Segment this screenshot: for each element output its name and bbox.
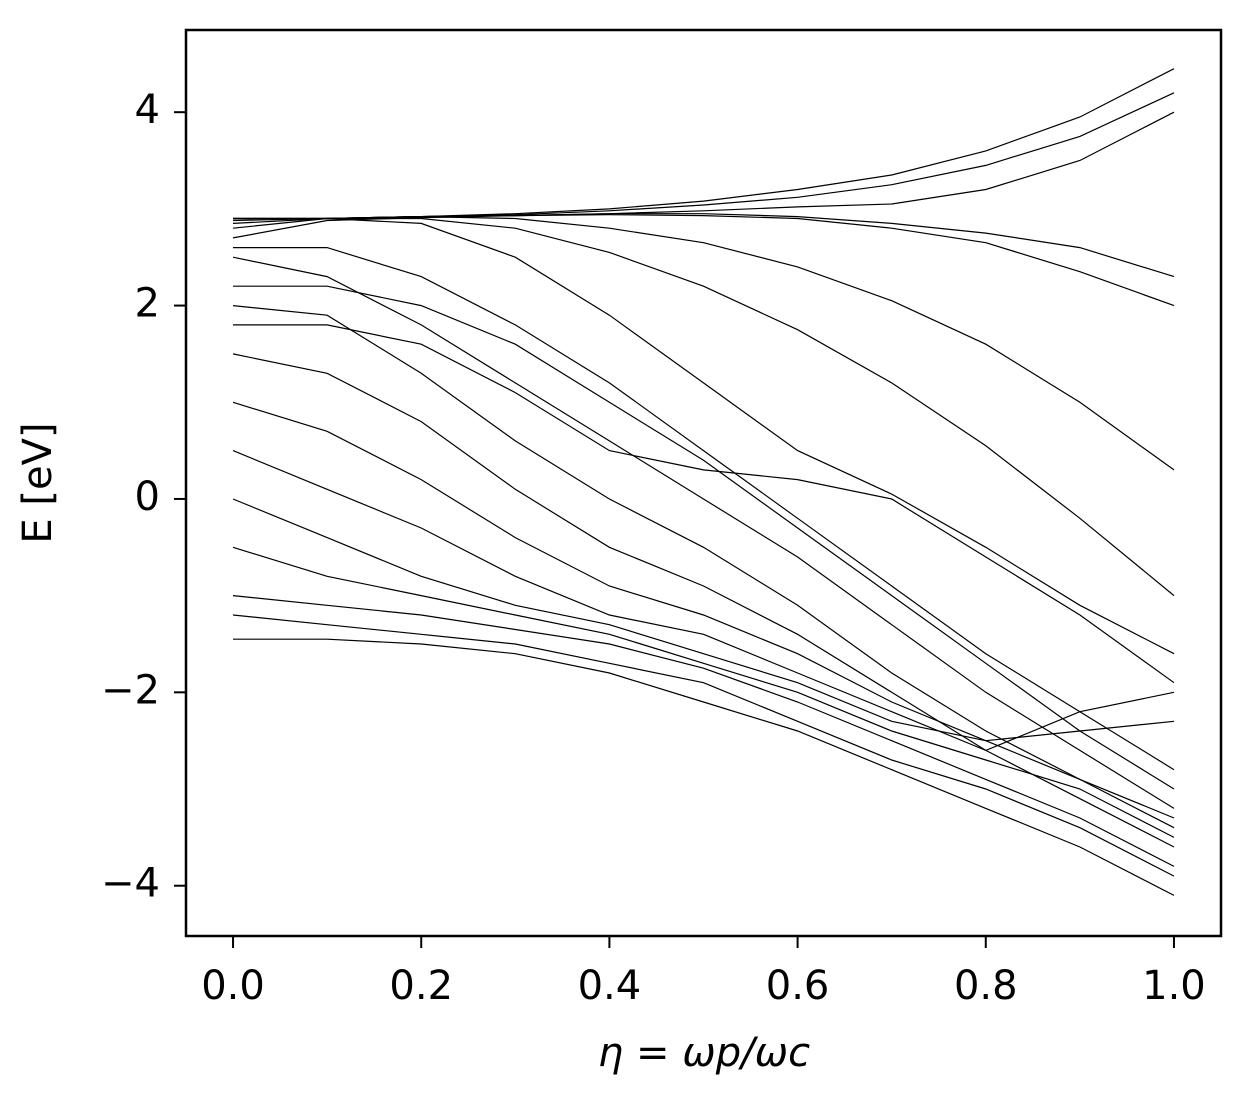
x-tick-label: 0.4 [578,963,642,1009]
band-line [233,247,1175,771]
band-line [232,214,1175,307]
band-line [233,215,1175,471]
band-line [232,595,1175,867]
band-line [232,353,1175,848]
band-line [232,213,1175,278]
band-line [232,401,1175,819]
y-axis-label: E [eV] [15,422,61,543]
y-tick-label: 4 [135,87,160,133]
band-line [232,305,1175,829]
y-tick-label: 0 [135,474,160,520]
x-tick-label: 0.2 [389,963,453,1009]
band-line [232,111,1175,224]
band-line [233,68,1175,220]
y-tick-label: 2 [135,281,160,327]
band-line [232,546,1175,838]
band-line [233,324,1175,684]
x-axis-label: η = ωp/ωc [598,1030,810,1076]
band-line [232,498,1175,742]
band-line [232,450,1175,752]
x-tick-label: 0.0 [201,963,265,1009]
band-line [233,217,1175,597]
x-tick-label: 1.0 [1142,963,1206,1009]
band-line [233,217,1175,655]
band-line [233,285,1175,790]
x-tick-label: 0.8 [954,963,1018,1009]
y-tick-label: −4 [101,861,160,907]
x-tick-label: 0.6 [766,963,830,1009]
band-line [232,614,1175,877]
plot-frame [184,28,1223,938]
band-line [233,638,1175,896]
band-line [232,256,1175,809]
y-tick-label: −2 [101,667,160,713]
